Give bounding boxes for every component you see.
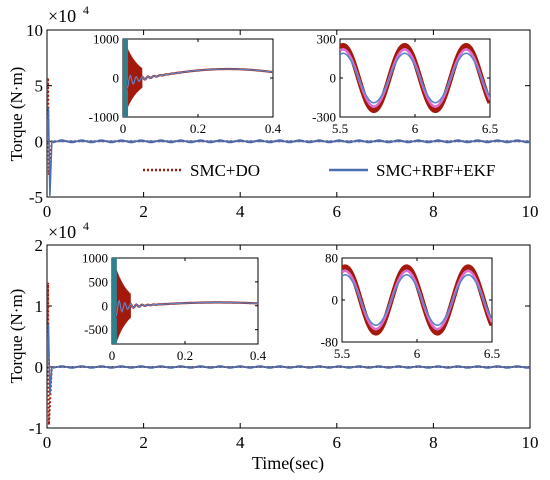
inset-y-tick-label: 1000 [93,32,119,47]
inset-series-band [342,269,492,331]
bottom-panel-x-tick-label: 8 [429,433,438,452]
top-panel-frame [46,29,531,198]
bottom-panel-exponent-base: ×10 [48,222,76,242]
top-panel-exponent-power: 4 [83,3,89,17]
bottom-panel-x-tick-label: 2 [139,433,148,452]
inset-y-tick-label: 500 [89,274,109,289]
legend: SMC+DO SMC+RBF+EKF [143,161,495,180]
top-panel-exponent-base: ×10 [48,6,76,26]
inset-series-smc-rbf-ekf-wave [126,68,273,90]
inset-y-tick-label: 1000 [82,251,108,266]
legend-label-smc-do: SMC+DO [190,161,260,180]
top-panel-x-tick-label: 2 [139,202,148,221]
inset-series-smc-rbf-ekf-wave [340,52,490,104]
top-panel-y-tick-label: -5 [29,188,43,207]
inset-series-smc-rbf-ekf-spike [112,258,117,344]
inset-x-tick-label: 0.4 [265,121,282,136]
series-line-smc-do [47,282,530,425]
top-panel-y-ticks: -5 0 5 10 [26,21,530,207]
inset-y-tick-label: 0 [113,71,120,86]
legend-label-smc-rbf-ekf: SMC+RBF+EKF [376,161,495,180]
top-panel-x-tick-label: 0 [43,202,52,221]
inset-series-smc-rbf-ekf-wave [115,299,258,318]
inset-y-tick-label: 0 [332,293,339,308]
bottom-panel-series [47,282,530,425]
inset-series-smc-do-chatter [112,258,131,344]
top-panel-x-ticks: 0 2 4 6 8 10 [43,30,539,221]
bottom-panel-x-tick-label: 0 [43,433,52,452]
inset-x-tick-label: 5.5 [332,121,348,136]
bottom-panel-x-tick-label: 10 [522,433,539,452]
top-panel-y-tick-label: 10 [26,21,43,40]
top-panel-y-tick-label: 5 [35,77,44,96]
inset-series-smc-rbf-ekf-spike [123,39,129,117]
x-axis-label: Time(sec) [252,453,324,474]
inset-frame [122,38,274,118]
inset-y-tick-label: 0 [102,298,109,313]
inset-y-tick-label: -80 [321,335,338,350]
inset-x-tick-label: 0 [109,348,116,363]
bottom-panel-frame [46,244,531,429]
bottom-panel-y-tick-label: -1 [29,419,43,438]
series-line-smc-rbf-ekf [47,324,530,395]
top-inset-steady: -300 0 300 5.5 6 6.5 [312,32,498,136]
bottom-panel-exponent-power: 4 [83,219,89,233]
bottom-panel-y-tick-label: 0 [35,358,44,377]
top-panel-x-tick-label: 6 [333,202,342,221]
inset-y-tick-label: -500 [84,322,108,337]
inset-x-tick-label: 6.5 [484,346,500,361]
inset-x-tick-label: 6 [414,346,421,361]
bottom-panel-y-ticks: -1 0 1 2 [29,236,530,438]
inset-x-tick-label: 0.4 [250,348,267,363]
inset-x-tick-label: 6 [412,121,419,136]
inset-x-tick-label: 0.2 [177,348,193,363]
bottom-panel-y-tick-label: 2 [35,236,44,255]
top-panel-x-tick-label: 8 [429,202,438,221]
bottom-panel-y-tick-label: 1 [35,297,44,316]
top-panel-y-axis-label: Torque (N·m) [7,67,26,162]
series-line-smc-rbf-ekf [47,107,530,196]
inset-series-smc-rbf-ekf-wave [342,274,492,326]
bottom-panel-x-tick-label: 4 [236,433,245,452]
bottom-inset-steady: -80 0 80 5.5 6 6.5 [321,251,500,361]
inset-y-tick-label: 0 [330,71,337,86]
inset-x-tick-label: 5.5 [334,346,350,361]
top-panel-x-tick-label: 10 [522,202,539,221]
inset-y-tick-label: -1000 [89,110,119,125]
bottom-panel-y-axis-label: Torque (N·m) [7,289,26,384]
bottom-panel-x-tick-label: 6 [333,433,342,452]
inset-frame [111,257,259,345]
top-panel-y-tick-label: 0 [35,132,44,151]
top-panel-series [47,77,530,196]
inset-y-tick-label: 300 [317,32,337,47]
inset-x-tick-label: 6.5 [482,121,498,136]
top-panel-x-tick-label: 4 [236,202,245,221]
bottom-panel-x-ticks: 0 2 4 6 8 10 [43,245,539,452]
inset-y-tick-label: 80 [325,251,338,266]
inset-series-band [340,48,490,108]
inset-x-tick-label: 0.2 [190,121,206,136]
inset-y-tick-label: -300 [312,110,336,125]
inset-x-tick-label: 0 [120,121,127,136]
